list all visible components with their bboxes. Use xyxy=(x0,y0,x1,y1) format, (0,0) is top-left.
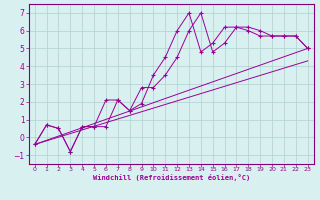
X-axis label: Windchill (Refroidissement éolien,°C): Windchill (Refroidissement éolien,°C) xyxy=(92,174,250,181)
